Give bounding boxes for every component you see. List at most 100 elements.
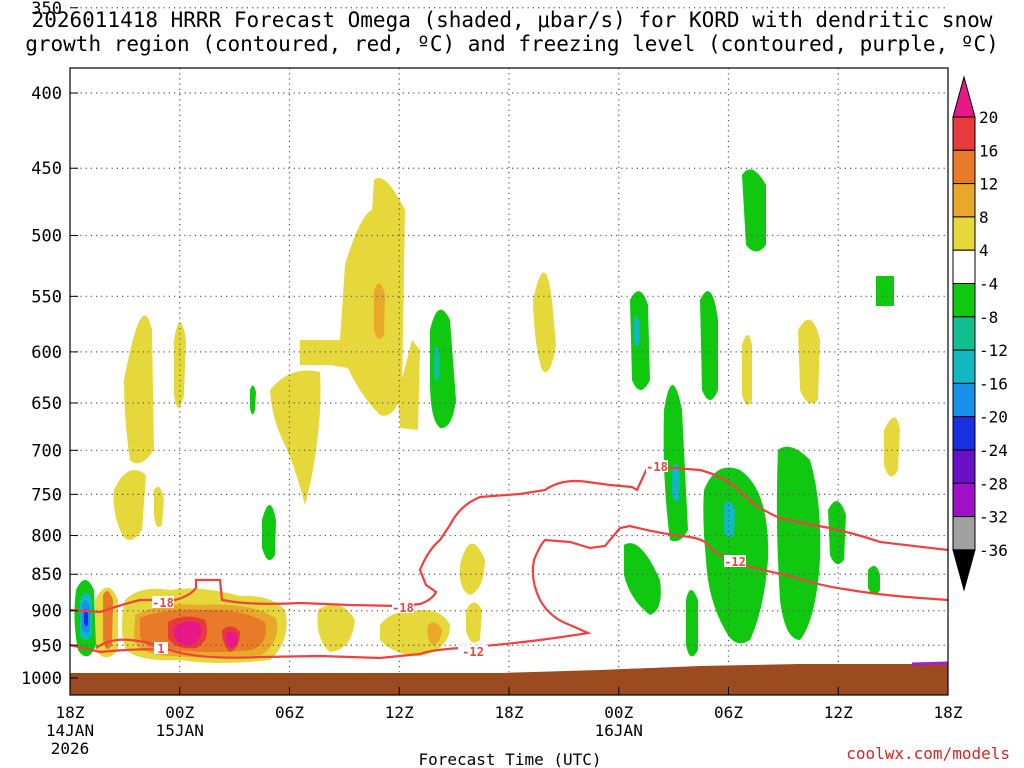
omega-area-4 [884,417,900,477]
chart-title-line-2: growth region (contoured, red, ºC) and f… [25,32,999,56]
colorbar-swatch [952,249,976,284]
omega-area-neg4 [776,446,821,640]
y-tick-label: 700 [31,441,62,461]
dgz-contour-labels: -18 -18 -18 -12 -12 1 [152,460,746,659]
colorbar-swatch [952,183,976,218]
omega-area-neg4 [250,385,256,415]
colorbar-swatch [952,283,976,318]
omega-area-neg4 [868,566,880,595]
colorbar-swatch [952,416,976,451]
y-tick-label: 450 [31,159,62,179]
omega-area-4 [459,543,485,595]
colorbar-swatch [952,482,976,518]
colorbar: 20 16 12 8 4 -4 -8 -12 -16 -20 -24 -28 -32 -36 [952,75,1008,592]
colorbar-swatch [952,216,976,251]
chart-title-line-1: 2026011418 HRRR Forecast Omega (shaded, … [31,8,993,32]
colorbar-cap-top [952,75,976,118]
omega-area-20 [174,621,201,646]
omega-area-4 [317,604,355,652]
omega-area-20 [225,631,238,648]
omega-area-neg12 [672,463,680,502]
omega-area-neg4 [876,276,894,306]
omega-area-neg4 [686,590,698,657]
colorbar-label: -28 [979,474,1008,493]
omega-area-neg12 [434,346,440,382]
omega-area-neg4 [742,169,766,252]
x-tick-label: 18Z [495,703,524,722]
x-tick-label: 06Z [275,703,304,722]
contour-label: -18 [646,460,668,474]
contour-label: -12 [724,555,746,569]
contour-label: -18 [152,596,174,610]
colorbar-swatch [952,382,976,418]
dgz-contour--18 [70,464,948,614]
omega-area-neg4 [700,291,718,400]
omega-area-neg4 [630,291,650,390]
omega-area-neg4 [828,501,846,564]
omega-area-4 [300,178,405,416]
omega-area-4 [742,335,752,405]
omega-area-neg20 [84,608,88,627]
y-tick-label: 750 [31,485,62,505]
colorbar-swatch [952,449,976,484]
omega-area-neg4 [663,385,688,542]
colorbar-label: 4 [979,241,989,260]
x-tick-label: 12Z [385,703,414,722]
omega-area-4 [124,315,154,464]
x-tick-date: 15JAN [156,721,204,740]
omega-area-4 [270,370,321,505]
x-tick-label: 06Z [714,703,743,722]
omega-area-neg4 [262,505,276,561]
y-tick-label: 900 [31,602,62,622]
x-tick-year: 2026 [51,739,90,758]
omega-area-4 [798,319,820,404]
contour-label: -18 [392,601,414,615]
colorbar-label: 12 [979,175,998,194]
colorbar-label: -12 [979,341,1008,360]
y-tick-label: 600 [31,343,62,363]
colorbar-label: -4 [979,275,998,294]
omega-area-8 [374,283,385,339]
colorbar-label: 20 [979,108,998,127]
colorbar-swatch [952,116,976,151]
colorbar-label: -32 [979,508,1008,527]
x-tick-label: 18Z [934,703,963,722]
colorbar-label: 16 [979,141,998,160]
gridlines [70,7,948,672]
omega-area-4 [398,340,420,430]
colorbar-label: -20 [979,408,1008,427]
omega-area-neg12 [724,501,735,538]
x-tick-label: 12Z [824,703,853,722]
freezing-level-contour [911,661,949,666]
colorbar-swatch [952,349,976,384]
colorbar-label: -16 [979,374,1008,393]
y-tick-label: 400 [31,84,62,104]
credit-text: coolwx.com/models [846,744,1010,763]
y-axis: 2503003504004505005506006507007508008509… [21,0,78,689]
omega-area-4 [533,272,556,373]
omega-area-neg12 [634,316,640,347]
y-tick-label: 550 [31,287,62,307]
x-tick-date: 16JAN [595,721,643,740]
dgz-contours [70,464,948,660]
contour-label: 1 [157,642,164,656]
dgz-contour--12 [70,524,948,660]
x-axis-title: Forecast Time (UTC) [418,750,601,768]
x-tick-label: 00Z [604,703,633,722]
y-tick-label: 650 [31,394,62,414]
colorbar-label: 8 [979,208,989,227]
contour-label: -12 [462,645,484,659]
y-tick-label: 500 [31,226,62,246]
y-tick-label: 350 [31,0,62,19]
colorbar-swatch [952,316,976,351]
dgz-contour--12b [95,638,161,649]
colorbar-cap-bottom [952,549,976,592]
y-tick-label: 850 [31,565,62,585]
omega-area-8 [427,622,442,645]
colorbar-swatch [952,149,976,185]
colorbar-label: -24 [979,441,1008,460]
colorbar-label: -8 [979,308,998,327]
x-tick-label: 18Z [56,703,85,722]
